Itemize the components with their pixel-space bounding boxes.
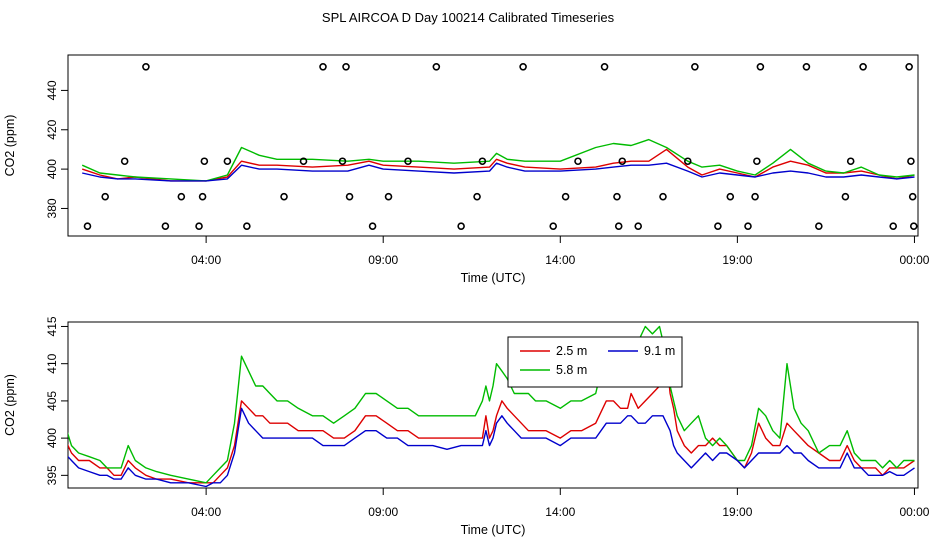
x-tick-label: 00:00 [899, 505, 929, 519]
series-line-2-5-m [68, 355, 915, 484]
y-tick-label: 410 [45, 353, 59, 373]
circle-marker [368, 222, 377, 230]
circle-marker [549, 222, 558, 230]
circle-marker [600, 63, 609, 71]
circle-marker [198, 192, 207, 201]
circle-marker [574, 157, 582, 166]
circle-marker [101, 192, 109, 201]
circle-marker [478, 157, 487, 166]
x-tick-label: 19:00 [722, 505, 752, 519]
circle-marker [908, 192, 917, 201]
series-group [81, 138, 915, 182]
x-axis-label: Time (UTC) [461, 523, 526, 537]
circle-marker [161, 222, 170, 230]
y-tick-label: 395 [45, 465, 59, 485]
y-axis-label: CO2 (ppm) [3, 374, 17, 436]
circle-marker [457, 222, 465, 230]
circle-marker [618, 157, 627, 166]
circle-marker [195, 222, 203, 230]
circle-marker [859, 63, 867, 71]
circle-marker [614, 222, 623, 230]
circle-marker [519, 63, 527, 71]
circle-marker [200, 157, 209, 166]
series-line-9-1-m [68, 407, 915, 488]
series-line-s3 [82, 162, 915, 182]
x-tick-label: 14:00 [545, 253, 575, 267]
series-line-5-8-m [68, 325, 915, 484]
circle-marker [907, 157, 915, 166]
x-tick-label: 14:00 [545, 505, 575, 519]
plot-frame-top [67, 54, 919, 237]
circle-marker [280, 192, 288, 201]
legend-entry: 9.1 m [644, 344, 675, 358]
circle-marker [815, 222, 823, 230]
y-tick-label: 415 [45, 316, 59, 336]
circle-marker [846, 157, 855, 166]
x-tick-label: 00:00 [899, 253, 929, 267]
circle-marker [889, 222, 898, 230]
y-tick-label: 400 [45, 428, 59, 448]
y-tick-label: 440 [45, 80, 59, 100]
circle-marker [83, 222, 92, 230]
circle-marker [432, 63, 441, 71]
circle-marker [659, 192, 667, 201]
x-tick-label: 09:00 [368, 505, 398, 519]
circle-marker [744, 222, 752, 230]
y-tick-label: 400 [45, 159, 59, 179]
circle-marker [634, 222, 643, 230]
circle-marker [223, 157, 232, 166]
y-tick-label: 420 [45, 119, 59, 139]
circle-marker [384, 192, 393, 201]
plot-frame-bottom [67, 321, 919, 489]
y-tick-label: 380 [45, 198, 59, 218]
circle-marker [404, 157, 412, 166]
circle-marker [905, 63, 913, 71]
chart-title: SPL AIRCOA D Day 100214 Calibrated Times… [322, 10, 615, 25]
circle-marker [342, 63, 350, 71]
x-tick-label: 04:00 [191, 253, 221, 267]
y-axis-label: CO2 (ppm) [3, 115, 17, 177]
legend-entry: 2.5 m [556, 344, 587, 358]
series-group [68, 325, 915, 488]
circle-marker [473, 192, 481, 201]
circle-marker [714, 222, 722, 230]
circle-marker [683, 157, 692, 166]
series-line-s1 [81, 148, 915, 182]
circle-marker [753, 157, 761, 166]
x-tick-label: 04:00 [191, 505, 221, 519]
circle-marker [751, 192, 759, 201]
circle-marker [561, 192, 570, 201]
circle-marker [841, 192, 850, 201]
circle-marker [120, 157, 129, 166]
circle-marker [177, 192, 186, 201]
circle-marker [142, 63, 150, 71]
circle-marker [726, 192, 735, 201]
y-tick-label: 405 [45, 391, 59, 411]
panel-top: 04:00 09:00 14:00 19:00 00:00 380 400 420 440 Tim… [3, 54, 930, 285]
legend-box [507, 336, 683, 388]
panel-bottom: 04:00 09:00 14:00 19:00 00:00 395 400 405 410 415… [3, 316, 930, 537]
circle-marker [802, 63, 811, 71]
circle-marker [243, 222, 251, 230]
x-tick-label: 19:00 [722, 253, 752, 267]
circle-marker [909, 222, 918, 230]
series-line-s2 [81, 138, 915, 182]
circle-marker [756, 63, 765, 71]
circle-marker [299, 157, 308, 166]
circle-marker [345, 192, 354, 201]
x-axis-label: Time (UTC) [461, 271, 526, 285]
circle-marker [319, 63, 327, 71]
circle-marker [691, 63, 699, 71]
legend-entry: 5.8 m [556, 363, 587, 377]
x-tick-label: 09:00 [368, 253, 398, 267]
circle-marker [613, 192, 621, 201]
circle-marker [338, 157, 347, 166]
